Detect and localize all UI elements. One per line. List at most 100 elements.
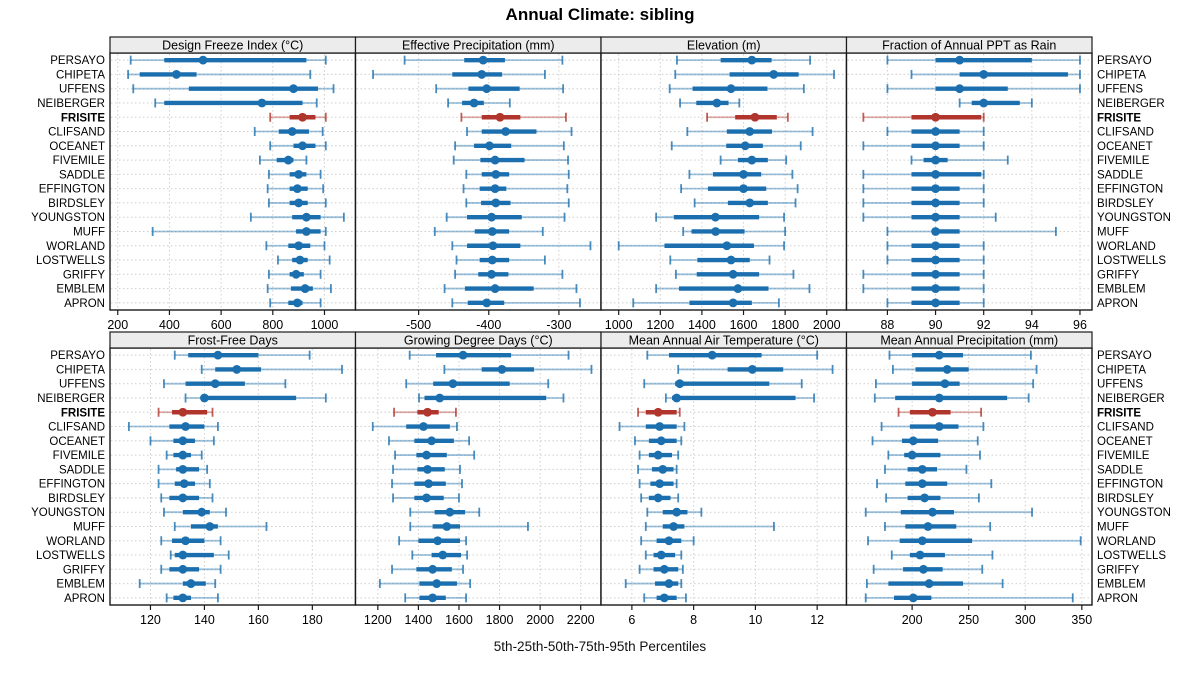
station-label-right-OCEANET: OCEANET [1097,141,1153,153]
median-dot [298,112,307,122]
strip-header [845,331,1093,349]
percentile-row-BIRDSLEY [160,493,214,503]
median-dot [739,169,748,179]
axis-tick-label: 90 [929,318,943,332]
median-dot [931,298,940,308]
station-label-right-UFFENS: UFFENS [1097,379,1143,391]
median-dot [482,298,492,308]
median-dot [739,184,748,194]
median-dot [178,564,188,574]
axis-tick-label: 6 [628,613,635,627]
station-label-left-SADDLE: SADDLE [59,464,105,476]
station-label-left-UFFENS: UFFENS [59,379,105,391]
percentile-row-SADDLE [637,464,678,474]
percentile-row-EFFINGTON [157,479,211,489]
percentile-row-YOUNGSTON [409,507,481,517]
percentile-row-FRISITE [157,407,214,417]
median-dot [478,55,488,65]
median-dot [931,227,940,236]
median-dot [482,84,492,94]
station-label-right-FIVEMILE: FIVEMILE [1097,155,1150,167]
axis-tick-label: 1800 [486,613,514,627]
station-label-left-FIVEMILE: FIVEMILE [53,155,106,167]
station-label-left-FRISITE: FRISITE [61,112,105,124]
station-label-right-LOSTWELLS: LOSTWELLS [1097,255,1166,267]
percentile-row-OCEANET [388,436,471,446]
axis-tick-label: 1600 [730,318,758,332]
median-dot [490,155,500,165]
station-label-right-BIRDSLEY: BIRDSLEY [1097,493,1154,505]
percentile-row-PERSAYO [129,55,327,65]
strip-title: Mean Annual Air Temperature (°C) [629,334,819,348]
percentile-row-WORLAND [617,241,785,251]
median-dot [491,169,501,179]
station-label-left-GRIFFY: GRIFFY [63,564,105,576]
percentile-row-FIVEMILE [719,155,788,165]
station-label-right-GRIFFY: GRIFFY [1097,269,1139,281]
percentile-row-OCEANET [149,436,215,446]
percentile-row-BIRDSLEY [862,198,985,208]
median-dot [664,536,674,546]
median-dot [178,464,188,474]
median-dot [934,350,944,360]
percentile-row-EFFINGTON [462,184,569,194]
station-label-left-UFFENS: UFFENS [59,84,105,96]
station-label-left-CHIPETA: CHIPETA [56,364,105,376]
percentile-row-YOUNGSTON [163,507,227,517]
axis-tick-label: 350 [1071,613,1092,627]
median-dot [172,70,181,79]
station-label-left-EFFINGTON: EFFINGTON [39,184,105,196]
percentile-row-APRON [269,298,322,308]
median-dot [920,493,929,503]
station-label-left-WORLAND: WORLAND [46,241,105,253]
axis-tick-label: 8 [690,613,697,627]
median-dot [931,241,940,251]
percentile-row-BIRDSLEY [392,493,460,503]
station-label-right-PERSAYO: PERSAYO [1097,350,1152,362]
percentile-row-MUFF [886,226,1057,236]
station-label-left-CHIPETA: CHIPETA [56,69,105,81]
percentile-row-UFFENS [132,84,335,94]
percentile-row-CHIPETA [891,364,1038,374]
percentile-row-MUFF [884,521,992,531]
median-dot [931,169,940,179]
percentile-row-PERSAYO [676,55,811,65]
axis-tick-label: 96 [1073,318,1087,332]
percentile-row-CHIPETA [372,69,546,79]
panel-Frost-Free Days: 120 140 160 180 Frost-Free Days [109,331,357,627]
median-dot [931,198,940,208]
station-label-left-FIVEMILE: FIVEMILE [53,450,106,462]
station-label-right-APRON: APRON [1097,593,1138,605]
panel-Design Freeze Index (°C): 200 400 600 800 1000 Design Freeze Index (°C) [107,36,357,332]
median-dot [232,365,242,374]
percentile-row-NEIBERGER [418,393,565,403]
median-dot [908,436,918,446]
median-dot [931,127,940,136]
percentile-row-LOSTWELLS [169,550,230,560]
percentile-row-EMBLEM [862,284,985,294]
median-dot [940,379,950,389]
percentile-row-UFFENS [875,379,1035,389]
median-dot [435,393,445,403]
percentile-row-WORLAND [398,536,467,546]
percentile-row-EMBLEM [443,284,578,294]
median-dot [907,450,917,460]
percentile-row-YOUNGSTON [646,507,703,517]
median-dot [469,98,479,108]
percentile-row-MUFF [433,226,544,236]
station-label-left-EFFINGTON: EFFINGTON [39,479,105,491]
median-dot [294,241,304,251]
median-dot [656,550,666,560]
axis-tick-label: 180 [302,613,323,627]
percentile-row-FRISITE [862,112,985,122]
percentile-row-GRIFFY [391,564,464,574]
station-label-right-NEIBERGER: NEIBERGER [1097,98,1165,110]
percentile-row-EFFINGTON [266,184,325,194]
percentile-row-NEIBERGER [958,98,1033,108]
median-dot [178,593,188,603]
percentile-row-APRON [886,298,985,308]
percentile-row-OCEANET [871,436,979,446]
median-dot [198,55,208,65]
median-dot [931,212,940,222]
